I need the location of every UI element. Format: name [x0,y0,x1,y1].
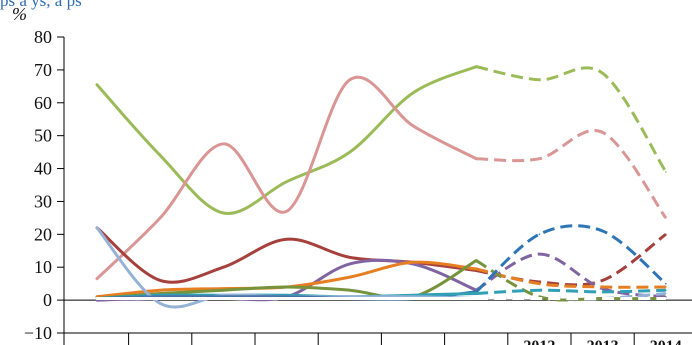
y-tick-label: 40 [34,159,52,179]
y-tick-label: 50 [34,126,52,146]
y-tick-label: 60 [34,93,52,113]
data-point [349,276,351,278]
data-point [349,263,351,265]
data-point [475,259,478,262]
data-point [601,291,604,293]
data-point [538,289,541,292]
data-point [538,253,541,255]
series-layer [95,65,668,309]
data-point [96,297,98,300]
series-3 [95,226,667,287]
axis-labels: −10 0 10 20 30 40 50 60 70 80 2012 2013 2014% [12,4,682,345]
y-tick-label: −10 [24,323,52,343]
data-point [222,212,225,214]
data-point [349,256,351,259]
data-point [349,151,351,153]
series-line-actual [95,226,478,284]
series-line-forecast [476,129,668,219]
data-point [601,286,604,288]
y-tick-label: 0 [43,290,52,310]
data-point [159,279,161,282]
x-tick-label: 2013 [587,338,619,345]
data-point [349,289,351,292]
series-line-forecast [475,65,668,173]
x-tick-label: 2012 [523,338,555,345]
data-point [285,180,288,183]
data-point [285,297,288,300]
data-point [159,289,161,292]
y-tick-label: 20 [34,224,52,244]
data-point [96,83,98,86]
data-point [475,292,478,295]
x-tick-label: 2014 [650,338,682,345]
clipped-title-text: рs a ys, a ps [0,0,82,10]
data-point [665,289,667,292]
data-point [538,233,541,236]
data-point [475,157,478,160]
data-point [475,297,478,300]
data-point [222,289,225,292]
data-point [665,297,667,300]
data-point [349,297,351,300]
data-point [159,297,161,300]
data-point [412,125,414,127]
data-point [601,279,604,282]
series-line-forecast [475,224,667,294]
data-point [159,302,161,305]
data-point [538,78,541,81]
data-point [665,233,667,236]
data-point [412,297,414,300]
series-line-forecast [476,288,666,295]
data-point [96,226,98,229]
data-point [349,78,351,81]
series-line-actual [95,260,478,299]
y-tick-label: 10 [34,257,52,277]
data-point [601,72,604,74]
y-axis-unit-label: % [12,4,27,24]
data-point [665,171,667,173]
series-line-actual [95,65,478,215]
data-point [222,266,225,269]
data-point [601,230,604,232]
data-point [601,297,604,300]
data-point [159,154,161,157]
data-point [665,286,667,288]
data-point [475,65,478,68]
data-point [412,261,414,264]
data-point [285,238,288,241]
y-tick-label: 30 [34,191,52,211]
data-point [665,292,667,295]
data-point [665,282,667,285]
series-11 [95,297,667,301]
data-point [412,92,414,94]
data-point [222,297,225,300]
data-point [665,217,667,219]
data-point [285,210,288,213]
data-point [285,286,288,288]
data-point [538,297,541,300]
data-point [538,282,541,285]
y-tick-label: 80 [34,27,52,47]
y-tick-label: 70 [34,60,52,80]
data-point [222,143,225,145]
data-point [538,157,541,160]
series-8 [95,288,667,300]
series-2 [95,75,668,281]
series-line-actual [95,75,478,281]
data-point [601,131,604,134]
data-point [96,277,98,280]
data-point [159,217,161,219]
data-point [475,268,478,270]
series-1 [95,65,668,215]
